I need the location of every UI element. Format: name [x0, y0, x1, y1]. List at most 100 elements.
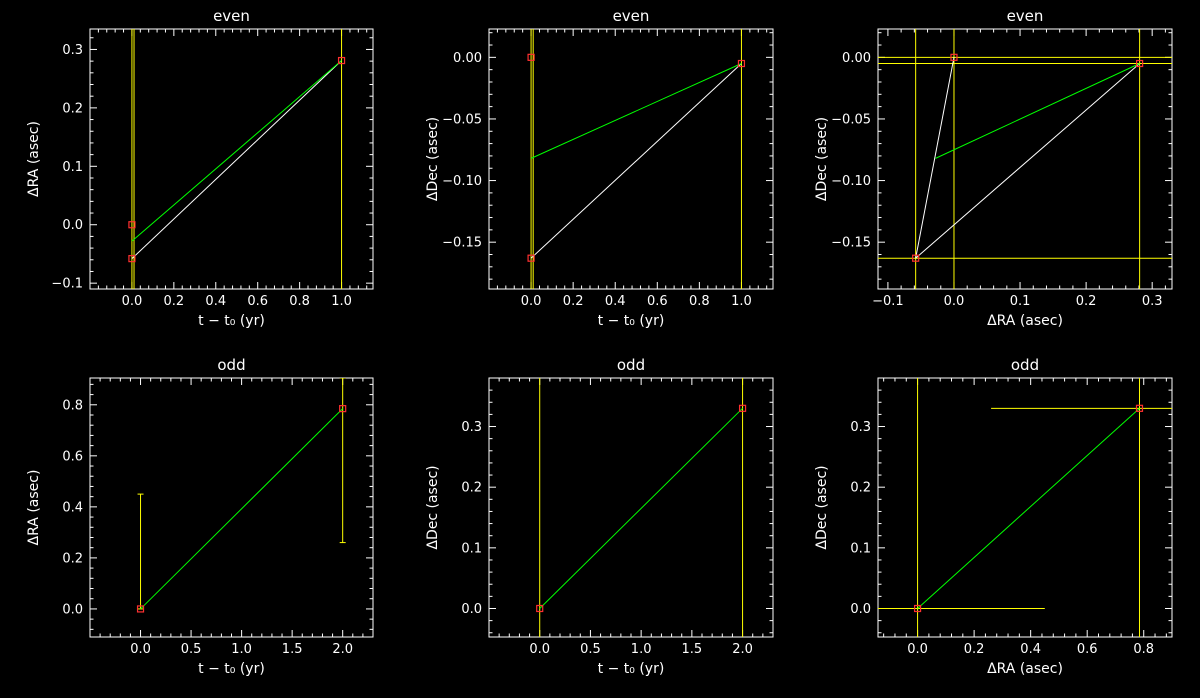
data-layer	[878, 29, 1172, 289]
x-tick-label: 0.0	[521, 294, 542, 309]
y-tick-label: −0.05	[442, 112, 482, 127]
x-tick-label: 0.8	[289, 294, 310, 309]
track-line	[915, 57, 955, 259]
y-tick-label: 0.2	[850, 481, 871, 496]
y-tick-label: −0.15	[442, 236, 482, 251]
x-tick-label: 0.0	[907, 642, 928, 657]
y-tick-label: −0.1	[51, 277, 83, 292]
y-tick-label: 0.2	[461, 481, 482, 496]
track-line	[915, 63, 1140, 259]
x-tick-label: 1.0	[631, 642, 652, 657]
fit-line	[140, 408, 344, 610]
y-tick-label: 0.0	[62, 218, 83, 233]
plot-frame	[877, 377, 1173, 638]
y-tick-label: 0.3	[850, 420, 871, 435]
data-point	[337, 56, 346, 65]
y-tick-label: 0.00	[453, 51, 482, 66]
x-tick-label: 0.5	[580, 642, 601, 657]
data-point	[128, 255, 136, 263]
x-tick-label: 0.2	[964, 642, 985, 657]
y-axis-label: ΔDec (asec)	[425, 117, 441, 201]
panel-title: odd	[1011, 356, 1039, 374]
x-tick-label: 0.0	[944, 294, 965, 309]
y-tick-label: 0.3	[62, 43, 83, 58]
data-point	[527, 53, 535, 61]
y-tick-label: 0.00	[842, 51, 871, 66]
x-tick-label: 0.4	[605, 294, 626, 309]
plot-frame	[488, 28, 774, 290]
y-tick-label: 0.4	[62, 500, 83, 515]
x-tick-label: 0.6	[647, 294, 668, 309]
x-axis-label: ΔRA (asec)	[987, 661, 1063, 677]
y-tick-label: 0.2	[62, 101, 83, 116]
fit-line	[530, 63, 742, 159]
x-tick-label: 0.0	[130, 642, 151, 657]
x-tick-label: −0.1	[872, 294, 904, 309]
x-axis-label: t − t₀ (yr)	[198, 313, 265, 329]
track-line	[530, 63, 742, 259]
fit-line	[539, 407, 743, 609]
x-tick-label: 0.1	[1010, 294, 1031, 309]
y-tick-label: −0.10	[831, 174, 871, 189]
x-tick-label: 0.2	[164, 294, 185, 309]
y-axis-label: ΔDec (asec)	[814, 117, 830, 201]
axis-ticks	[878, 377, 1172, 637]
data-layer	[136, 378, 347, 613]
data-layer	[536, 378, 747, 637]
x-axis-label: t − t₀ (yr)	[598, 313, 665, 329]
x-tick-label: 1.5	[682, 642, 703, 657]
data-point	[913, 604, 922, 613]
data-point	[128, 221, 136, 229]
y-tick-label: 0.0	[62, 602, 83, 617]
y-tick-label: 0.0	[461, 602, 482, 617]
x-tick-label: 0.6	[1077, 642, 1098, 657]
panel-4: 0.0 0.5 1.0 1.5 2.0 0.0 0.2 0.4 0.6 0.8 odd t − t₀ …	[26, 356, 374, 677]
y-tick-label: 0.8	[62, 398, 83, 413]
x-axis-label: ΔRA (asec)	[987, 313, 1063, 329]
data-layer	[128, 29, 346, 289]
panel-title: even	[213, 7, 250, 25]
x-tick-label: 2.0	[732, 642, 753, 657]
axis-ticks	[488, 29, 773, 289]
fit-line	[131, 60, 342, 242]
y-tick-label: −0.10	[442, 174, 482, 189]
x-tick-label: 0.3	[1142, 294, 1163, 309]
data-point	[737, 59, 746, 68]
x-tick-label: 2.0	[332, 642, 353, 657]
fit-line	[917, 407, 1140, 609]
y-tick-label: 0.0	[850, 602, 871, 617]
y-tick-label: −0.05	[831, 112, 871, 127]
fit-line	[935, 63, 1140, 159]
y-tick-label: 0.1	[850, 541, 871, 556]
x-tick-label: 0.8	[689, 294, 710, 309]
x-axis-label: t − t₀ (yr)	[598, 661, 665, 677]
data-point	[950, 53, 958, 61]
data-layer	[527, 29, 746, 289]
data-point	[912, 254, 920, 262]
y-tick-label: 0.1	[62, 160, 83, 175]
panel-title: even	[1007, 7, 1044, 25]
panel-1: 0.0 0.2 0.4 0.6 0.8 1.0 −0.1 0.0 0.1 0.2 0.3 even t …	[26, 7, 374, 329]
x-axis-label: t − t₀ (yr)	[198, 661, 265, 677]
panel-2: 0.0 0.2 0.4 0.6 0.8 1.0 −0.15 −0.10 −0.05 0.00 eve…	[425, 7, 774, 329]
y-tick-label: 0.6	[62, 449, 83, 464]
data-point	[1136, 59, 1144, 68]
plot-frame	[877, 28, 1173, 290]
data-point	[136, 605, 145, 613]
x-tick-label: 0.4	[1020, 642, 1041, 657]
x-tick-label: 0.0	[529, 642, 550, 657]
y-tick-label: −0.15	[831, 236, 871, 251]
panel-title: even	[613, 7, 650, 25]
x-tick-label: 0.0	[122, 294, 143, 309]
x-tick-label: 0.5	[181, 642, 202, 657]
data-point	[1135, 404, 1144, 412]
data-point	[738, 404, 747, 412]
x-tick-label: 0.6	[247, 294, 268, 309]
y-tick-label: 0.3	[461, 420, 482, 435]
x-tick-label: 1.0	[731, 294, 752, 309]
data-layer	[878, 378, 1172, 637]
x-tick-label: 0.2	[563, 294, 584, 309]
data-point	[527, 254, 535, 262]
